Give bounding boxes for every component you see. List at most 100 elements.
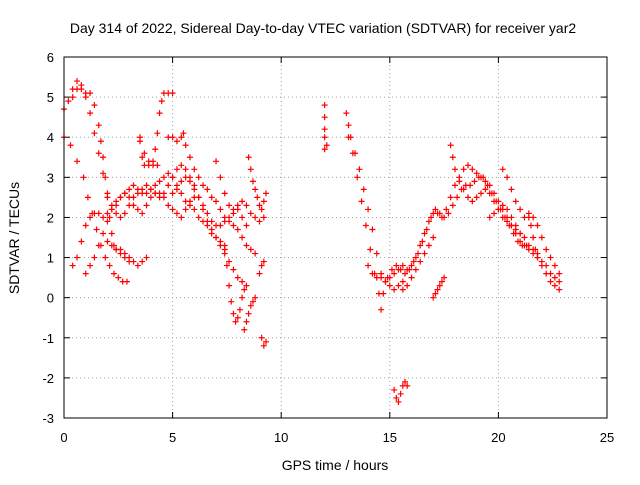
data-point [358,198,365,205]
data-point [538,262,545,269]
data-point [221,190,228,197]
data-point [514,238,521,245]
data-point [247,302,254,309]
data-point [252,214,259,221]
data-point [108,242,115,249]
data-point [87,262,94,269]
y-tick-label: -1 [42,331,54,346]
data-point [182,174,189,181]
data-point [406,266,413,273]
data-point [556,278,563,285]
data-point [243,318,250,325]
data-point [208,218,215,225]
data-point [165,202,172,209]
data-point [402,270,409,277]
data-point [223,262,230,269]
series-arc-b [69,86,133,261]
data-point [397,390,404,397]
data-point [247,246,254,253]
data-point [410,258,417,265]
data-point [525,210,532,217]
chart-title: Day 314 of 2022, Sidereal Day-to-day VTE… [70,20,576,36]
series-arc-d [69,190,198,269]
data-point [395,282,402,289]
data-point [530,234,537,241]
data-point [249,298,256,305]
data-point [230,206,237,213]
data-point [408,262,415,269]
data-point [534,254,541,261]
y-tick-label: -3 [42,411,54,426]
data-point [482,186,489,193]
data-point [365,206,372,213]
data-point [436,210,443,217]
data-point [100,170,107,177]
data-point [139,258,146,265]
data-point [369,270,376,277]
data-point [169,190,176,197]
data-point [449,154,456,161]
data-point [100,214,107,221]
series-arc-u [399,234,437,293]
data-point [256,270,263,277]
data-point [139,210,146,217]
data-point [321,114,328,121]
data-point [74,78,81,85]
data-point [504,218,511,225]
data-point [258,262,265,269]
data-point [551,262,558,269]
data-point [182,198,189,205]
data-point [130,258,137,265]
data-point [436,282,443,289]
data-point [226,282,233,289]
data-point [447,142,454,149]
data-point [191,206,198,213]
series-arc-i [165,130,259,257]
y-axis-label: SDTVAR / TECUs [6,182,22,294]
data-point [247,166,254,173]
data-point [74,254,81,261]
data-point [134,206,141,213]
data-point [123,278,130,285]
data-point [78,238,85,245]
data-point [213,234,220,241]
data-point [547,254,554,261]
data-point [388,266,395,273]
data-point [217,206,224,213]
data-point [404,282,411,289]
data-point [321,146,328,153]
data-point [178,178,185,185]
data-point [204,186,211,193]
data-point [95,242,102,249]
data-point [69,262,76,269]
data-point [349,150,356,157]
data-point [464,194,471,201]
y-tick-label: 5 [47,90,54,105]
data-point [491,198,498,205]
series-arc-p [321,102,330,153]
data-point [130,202,137,209]
data-point [451,182,458,189]
x-tick-label: 10 [274,430,288,445]
series-arc-t [391,378,411,405]
data-point [234,226,241,233]
data-point [399,278,406,285]
data-point [551,282,558,289]
data-point [378,274,385,281]
data-point [512,222,519,229]
data-point [393,262,400,269]
data-point [165,170,172,177]
y-tick-label: -2 [42,371,54,386]
data-point [165,182,172,189]
data-point [378,306,385,313]
data-point [417,242,424,249]
data-point [432,206,439,213]
data-point [110,270,117,277]
data-point [232,318,239,325]
data-point [221,218,228,225]
data-point [117,194,124,201]
data-point [217,174,224,181]
y-tick-label: 3 [47,170,54,185]
data-point [145,158,152,165]
